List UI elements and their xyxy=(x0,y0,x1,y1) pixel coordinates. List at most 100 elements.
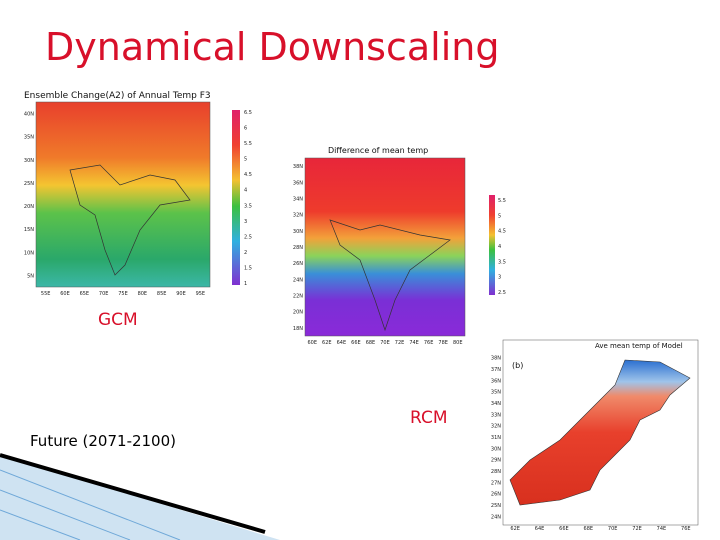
y-axis-label: 31N xyxy=(491,435,501,441)
map-field xyxy=(35,101,211,288)
legend-label: 6 xyxy=(244,126,247,132)
legend-label: 4.5 xyxy=(244,172,252,178)
x-axis-label: 62E xyxy=(510,526,520,532)
x-axis-label: 90E xyxy=(176,291,186,297)
x-axis-label: 66E xyxy=(351,340,361,346)
x-axis-label: 70E xyxy=(99,291,109,297)
legend-label: 3 xyxy=(244,219,247,225)
y-axis-label: 24N xyxy=(293,277,303,283)
legend-label: 4 xyxy=(244,188,247,194)
legend-label: 2 xyxy=(244,250,247,256)
x-axis-label: 60E xyxy=(60,291,70,297)
legend-label: 5 xyxy=(244,157,247,163)
slide-title: Dynamical Downscaling xyxy=(45,25,499,69)
y-axis-label: 10N xyxy=(24,250,34,256)
legend-label: 2.5 xyxy=(498,290,506,296)
y-axis-label: 36N xyxy=(491,378,501,384)
y-axis-label: 27N xyxy=(491,480,501,486)
x-axis-label: 66E xyxy=(559,526,569,532)
x-axis-label: 68E xyxy=(366,340,376,346)
y-axis-label: 28N xyxy=(293,245,303,251)
legend-label: 5 xyxy=(498,213,501,219)
y-axis-label: 28N xyxy=(491,469,501,475)
x-axis-label: 85E xyxy=(157,291,167,297)
y-axis-label: 22N xyxy=(293,294,303,300)
y-axis-label: 18N xyxy=(293,326,303,332)
y-axis-label: 38N xyxy=(293,164,303,170)
y-axis-label: 33N xyxy=(491,412,501,418)
legend-label: 4 xyxy=(498,244,501,250)
legend-label: 2.5 xyxy=(244,234,252,240)
map-tag: (b) xyxy=(512,361,523,370)
y-axis-label: 15N xyxy=(24,227,34,233)
legend-label: 6.5 xyxy=(244,110,252,116)
x-axis-label: 60E xyxy=(308,340,318,346)
x-axis-label: 68E xyxy=(584,526,594,532)
colorbar xyxy=(232,110,240,285)
x-axis-label: 72E xyxy=(632,526,642,532)
x-axis-label: 80E xyxy=(138,291,148,297)
x-axis-label: 70E xyxy=(608,526,618,532)
y-axis-label: 35N xyxy=(491,390,501,396)
y-axis-label: 32N xyxy=(491,424,501,430)
x-axis-label: 74E xyxy=(409,340,419,346)
x-axis-label: 72E xyxy=(395,340,405,346)
y-axis-label: 32N xyxy=(293,213,303,219)
x-axis-label: 78E xyxy=(438,340,448,346)
y-axis-label: 40N xyxy=(24,112,34,118)
coastline xyxy=(69,164,191,276)
colorbar xyxy=(489,195,495,295)
map-title: Ensemble Change(A2) of Annual Temp F3 xyxy=(24,91,211,101)
y-axis-label: 34N xyxy=(293,196,303,202)
y-axis-label: 29N xyxy=(491,458,501,464)
x-axis-label: 75E xyxy=(118,291,128,297)
legend-label: 5.5 xyxy=(498,198,506,204)
footer-decoration xyxy=(0,453,280,540)
x-axis-label: 62E xyxy=(322,340,332,346)
y-axis-label: 26N xyxy=(293,261,303,267)
y-axis-label: 38N xyxy=(491,356,501,362)
y-axis-label: 36N xyxy=(293,180,303,186)
gcm-map: Ensemble Change(A2) of Annual Temp F3 xyxy=(24,91,240,288)
y-axis-label: 30N xyxy=(24,158,34,164)
x-axis-label: 76E xyxy=(681,526,691,532)
legend-label: 3.5 xyxy=(244,203,252,209)
y-axis-label: 35N xyxy=(24,135,34,141)
x-axis-label: 76E xyxy=(424,340,434,346)
map-field xyxy=(304,157,466,337)
y-axis-label: 26N xyxy=(491,492,501,498)
y-axis-label: 25N xyxy=(24,181,34,187)
map-title: Difference of mean temp xyxy=(328,146,428,155)
rcm-label: RCM xyxy=(410,408,448,428)
y-axis-label: 37N xyxy=(491,367,501,373)
legend-label: 5.5 xyxy=(244,141,252,147)
x-axis-label: 65E xyxy=(80,291,90,297)
x-axis-label: 70E xyxy=(380,340,390,346)
legend-label: 1.5 xyxy=(244,265,252,271)
x-axis-label: 74E xyxy=(657,526,667,532)
y-axis-label: 20N xyxy=(293,310,303,316)
map-title: Ave mean temp of Model xyxy=(595,342,683,350)
y-axis-label: 25N xyxy=(491,503,501,509)
y-axis-label: 20N xyxy=(24,204,34,210)
y-axis-label: 24N xyxy=(491,514,501,520)
gcm-label: GCM xyxy=(98,310,138,330)
y-axis-label: 34N xyxy=(491,401,501,407)
y-axis-label: 5N xyxy=(27,273,34,279)
x-axis-label: 64E xyxy=(535,526,545,532)
x-axis-label: 95E xyxy=(196,291,206,297)
model-map: Ave mean temp of Model (b) xyxy=(502,339,699,526)
x-axis-label: 80E xyxy=(453,340,463,346)
x-axis-label: 55E xyxy=(41,291,51,297)
period-label: Future (2071-2100) xyxy=(30,432,176,450)
country-field xyxy=(509,359,691,506)
legend-label: 1 xyxy=(244,281,247,287)
legend-label: 3.5 xyxy=(498,259,506,265)
legend-label: 3 xyxy=(498,275,501,281)
coastline xyxy=(329,219,451,332)
y-axis-label: 30N xyxy=(293,229,303,235)
rcm-diff-map: Difference of mean temp xyxy=(304,146,495,337)
x-axis-label: 64E xyxy=(337,340,347,346)
y-axis-label: 30N xyxy=(491,446,501,452)
